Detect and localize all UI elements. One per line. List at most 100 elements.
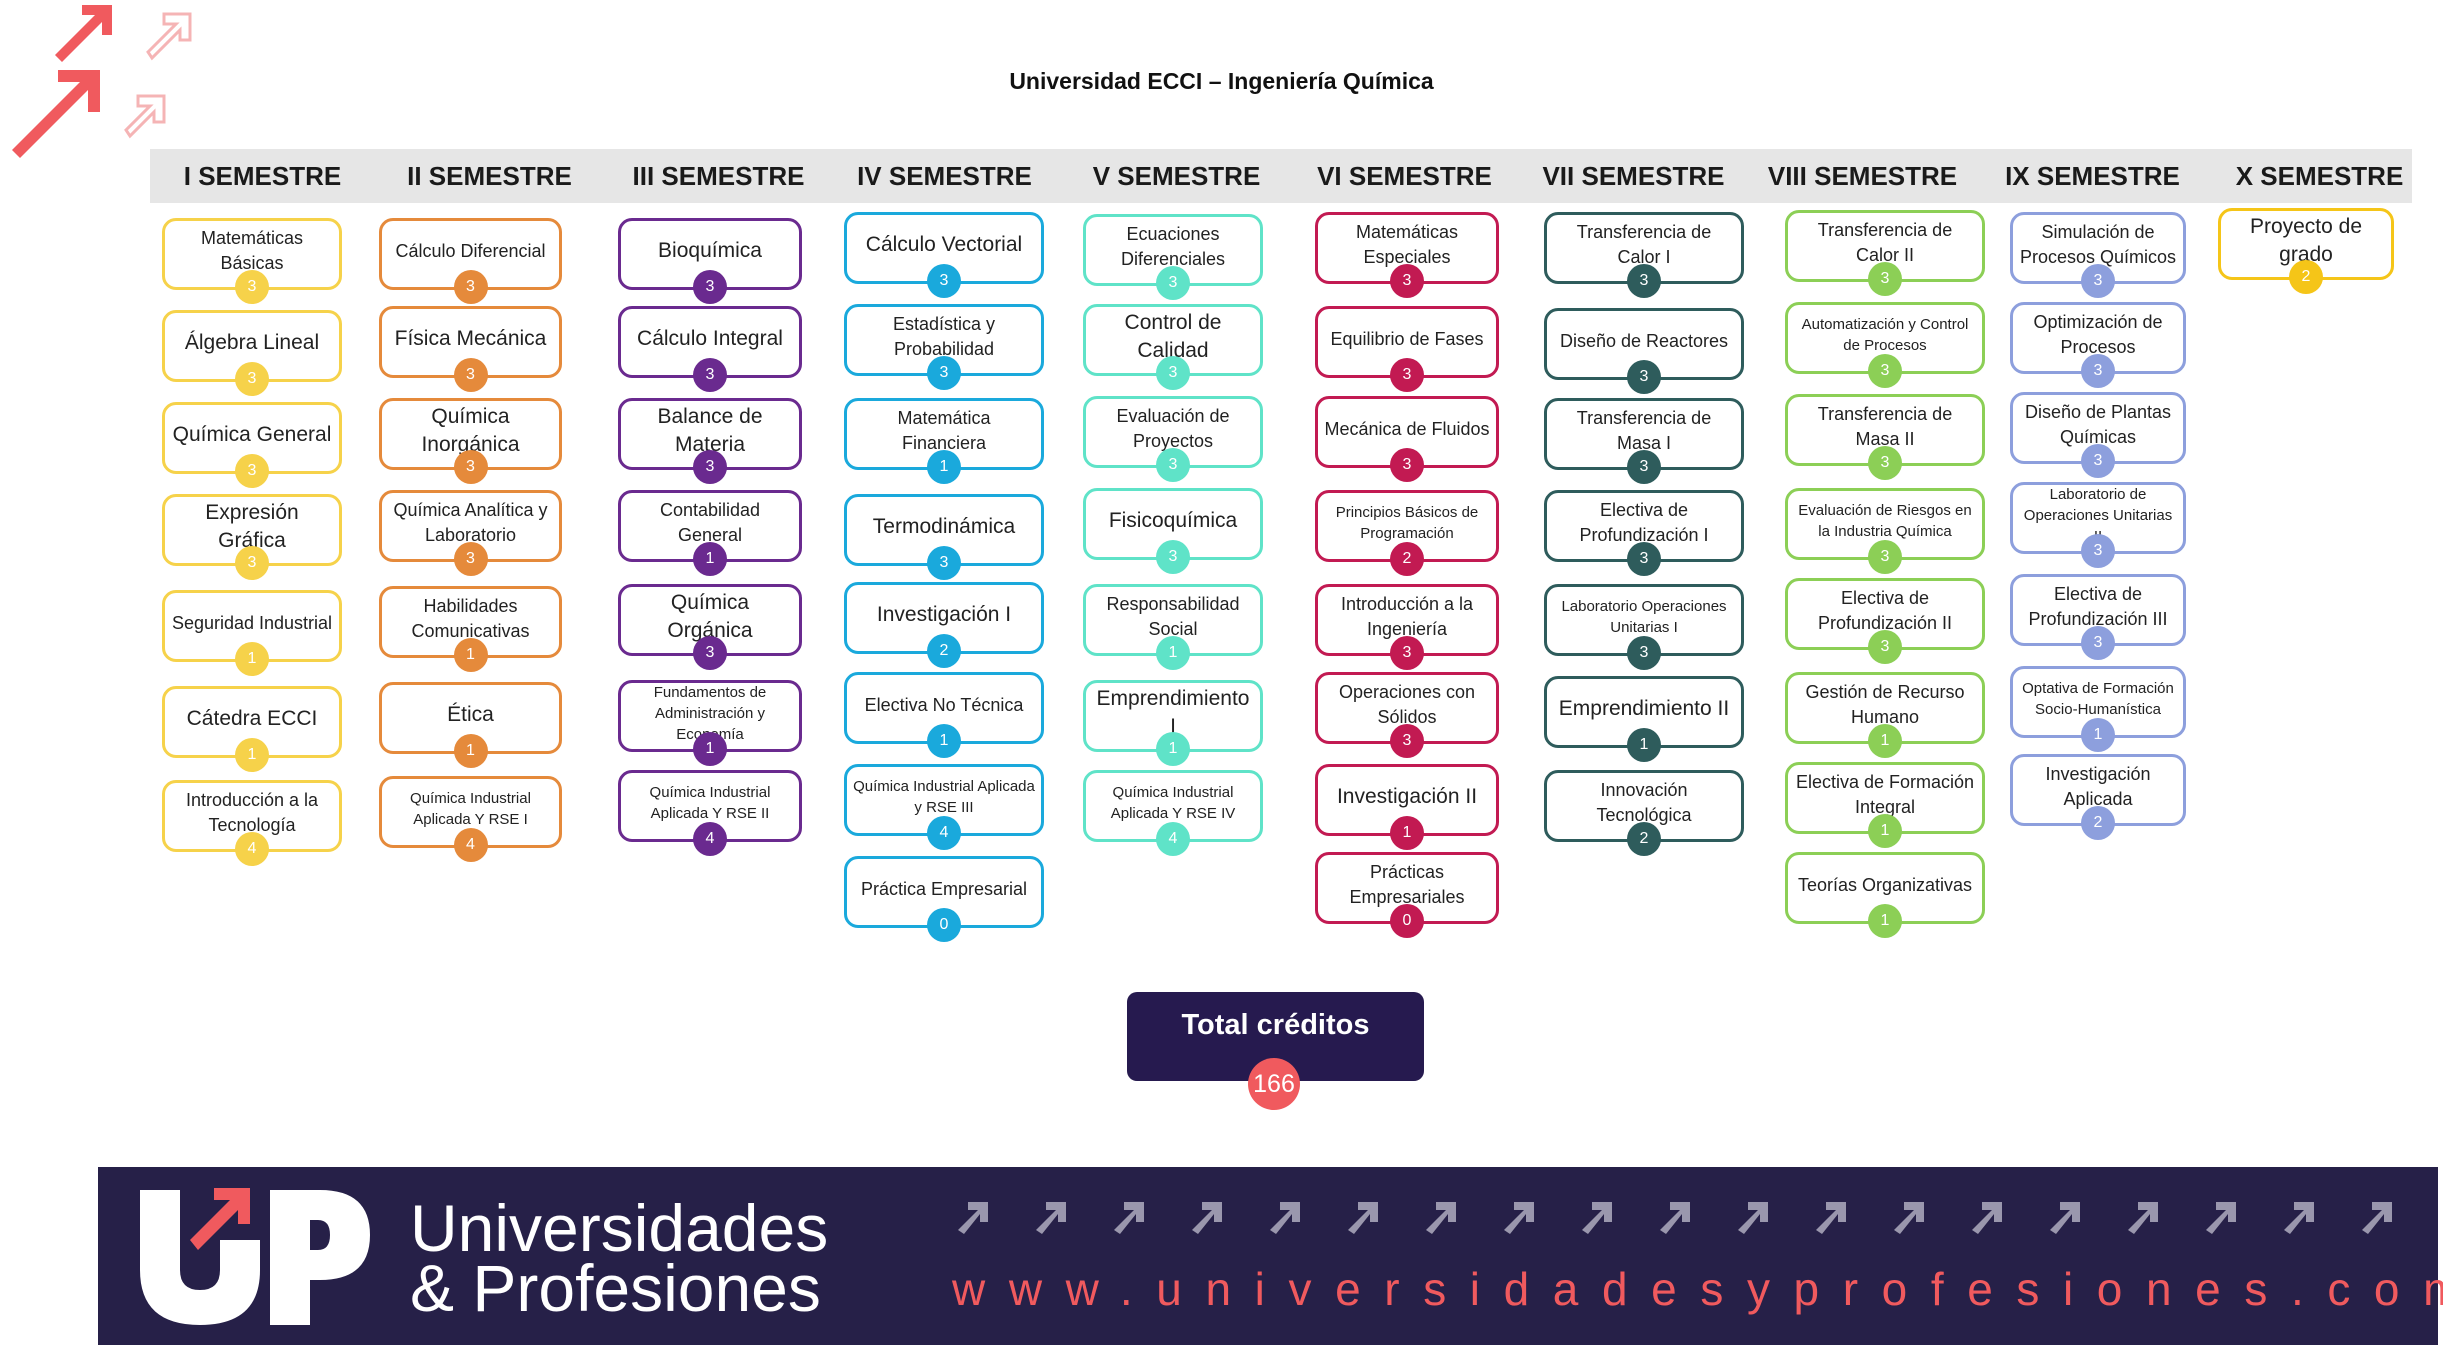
- course-credits-badge: 3: [2081, 534, 2115, 568]
- course-name: Cátedra ECCI: [186, 707, 318, 730]
- semester-header: IV SEMESTRE: [857, 161, 1032, 191]
- course-credits-badge: 1: [1156, 732, 1190, 766]
- course-card: Automatización y Control de Procesos 3: [1785, 302, 1985, 388]
- arrow-icon: [2362, 1202, 2392, 1234]
- course-card: Cátedra ECCI 1: [162, 686, 342, 772]
- course-name: Equilibrio de Fases: [1330, 328, 1484, 349]
- course-card: Proyecto de grado 2: [2218, 208, 2394, 294]
- course-card: Emprendimiento II 1: [1544, 676, 1744, 762]
- course-credits-badge: 3: [1868, 262, 1902, 296]
- course-credits-badge: 4: [1156, 822, 1190, 856]
- course-credits-badge: 3: [1868, 446, 1902, 480]
- course-credits-badge: 3: [1627, 636, 1661, 670]
- course-credits-badge: 1: [453, 734, 488, 768]
- course-card: Diseño de Reactores 3: [1544, 308, 1744, 394]
- course-card: Cálculo Vectorial 3: [844, 212, 1044, 298]
- course-card: Álgebra Lineal 3: [162, 310, 342, 396]
- course-card: Electiva de Formación Integral 1: [1785, 762, 1985, 848]
- course-name: Matemáticas Básicas: [200, 228, 304, 273]
- course-credits-badge: 3: [1868, 540, 1902, 574]
- course-card: Investigación II 1: [1315, 764, 1499, 850]
- course-card: Expresión Gráfica 3: [162, 494, 342, 580]
- course-name: Cálculo Vectorial: [865, 233, 1023, 256]
- semester-header: VII SEMESTRE: [1542, 161, 1725, 191]
- course-card: Química Inorgánica 3: [379, 398, 562, 484]
- semester-header: VI SEMESTRE: [1317, 161, 1492, 191]
- course-credits-badge: 1: [927, 724, 961, 758]
- course-credits-badge: 3: [1868, 630, 1902, 664]
- course-card: Electiva de Profundización III 3: [2010, 574, 2186, 660]
- course-name: Control de Calidad: [1124, 311, 1222, 362]
- course-credits-badge: 3: [235, 546, 269, 580]
- footer-banner: [98, 1167, 2438, 1345]
- course-name: Teorías Organizativas: [1797, 874, 1973, 895]
- course-credits-badge: 3: [1156, 540, 1190, 574]
- course-credits-badge: 4: [927, 816, 961, 850]
- course-card: Electiva de Profundización II 3: [1785, 578, 1985, 664]
- course-credits-badge: 3: [1627, 264, 1661, 298]
- course-name: Termodinámica: [872, 515, 1016, 538]
- arrow-icon: [1504, 1202, 1534, 1234]
- footer-brand-line2: & Profesiones: [410, 1251, 821, 1325]
- semester-header: I SEMESTRE: [183, 161, 342, 191]
- course-credits-badge: 3: [927, 264, 961, 298]
- course-credits-badge: 0: [927, 908, 961, 942]
- course-name: Transferencia de Calor II: [1817, 220, 1953, 265]
- course-card: Control de Calidad 3: [1083, 304, 1263, 390]
- arrow-icon: [12, 5, 112, 158]
- course-card: Diseño de Plantas Químicas 3: [2010, 392, 2186, 478]
- course-name: Simulación de Procesos Químicos: [2019, 222, 2177, 267]
- course-credits-badge: 3: [1868, 354, 1902, 388]
- course-card: Bioquímica 3: [618, 218, 802, 304]
- course-credits-badge: 4: [235, 832, 269, 866]
- course-card: Estadística y Probabilidad 3: [844, 304, 1044, 390]
- course-credits-badge: 3: [235, 454, 269, 488]
- course-card: Evaluación de Riesgos en la Industria Qu…: [1785, 488, 1985, 574]
- course-name: Laboratorio Operaciones Unitarias I: [1561, 598, 1727, 636]
- course-name: Matemáticas Especiales: [1355, 222, 1459, 267]
- course-card: Contabilidad General 1: [618, 490, 802, 576]
- course-credits-badge: 2: [1627, 822, 1661, 856]
- course-card: Laboratorio de Operaciones Unitarias II3: [2010, 482, 2186, 568]
- arrow-icon: [1114, 1202, 1144, 1234]
- course-credits-badge: 1: [235, 642, 269, 676]
- arrow-icon: [2206, 1202, 2236, 1234]
- total-credits-box: Total créditos: [1127, 992, 1424, 1081]
- arrow-icon: [1270, 1202, 1300, 1234]
- course-credits-badge: 1: [1868, 904, 1902, 938]
- course-credits-badge: 3: [693, 450, 727, 484]
- course-credits-badge: 3: [1390, 448, 1424, 482]
- course-name: Cálculo Integral: [637, 327, 783, 350]
- course-name: Química Industrial Aplicada y RSE III: [853, 778, 1035, 816]
- arrow-icon: [1426, 1202, 1456, 1234]
- total-credits-badge: 166: [1248, 1058, 1300, 1110]
- arrow-icon: [1660, 1202, 1690, 1234]
- course-card: Física Mecánica 3: [379, 306, 562, 392]
- course-credits-badge: 3: [453, 358, 488, 392]
- total-credits-label: Total créditos: [1181, 1009, 1370, 1041]
- course-credits-badge: 3: [1156, 448, 1190, 482]
- course-name: Introducción a la Ingeniería: [1340, 594, 1474, 639]
- course-card: Química Industrial Aplicada Y RSE II 4: [618, 770, 802, 856]
- course-name: Proyecto de grado: [2249, 215, 2363, 266]
- course-name: Transferencia de Masa II: [1817, 404, 1953, 449]
- course-name: Electiva de Profundización I: [1579, 500, 1709, 545]
- course-credits-badge: 2: [1390, 542, 1424, 576]
- course-credits-badge: 3: [693, 358, 727, 392]
- course-name: Principios Básicos de Programación: [1335, 504, 1479, 542]
- course-card: Introducción a la Tecnología 4: [162, 780, 342, 866]
- course-name: Emprendimiento I: [1096, 687, 1250, 738]
- course-name: Física Mecánica: [394, 327, 547, 350]
- course-credits-badge: 3: [1627, 360, 1661, 394]
- course-name: Electiva de Profundización II: [1817, 588, 1953, 633]
- arrow-icon: [1894, 1202, 1924, 1234]
- arrow-icon: [2284, 1202, 2314, 1234]
- footer-url-link[interactable]: www.universidadesyprofesiones.com: [952, 1263, 2443, 1315]
- course-name: Seguridad Industrial: [171, 612, 333, 633]
- course-name: Química Industrial Aplicada Y RSE IV: [1110, 784, 1236, 822]
- course-name: Responsabilidad Social: [1106, 594, 1240, 639]
- course-credits-badge: 1: [1156, 636, 1190, 670]
- course-card: Simulación de Procesos Químicos 3: [2010, 212, 2186, 298]
